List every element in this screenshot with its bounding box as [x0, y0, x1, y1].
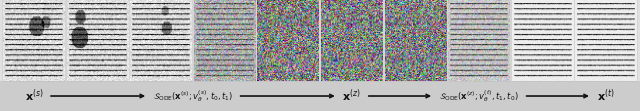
- Bar: [511, 0, 573, 81]
- Bar: [575, 0, 637, 81]
- Bar: [385, 0, 446, 81]
- Text: $\mathbf{x}^{(t)}$: $\mathbf{x}^{(t)}$: [597, 88, 615, 104]
- Bar: [194, 0, 255, 81]
- Bar: [257, 0, 319, 81]
- Bar: [131, 0, 192, 81]
- Bar: [67, 0, 129, 81]
- Bar: [448, 0, 509, 81]
- Bar: [321, 0, 383, 81]
- Text: $\mathbf{x}^{(z)}$: $\mathbf{x}^{(z)}$: [342, 88, 361, 104]
- Text: $\mathcal{S}_{\mathrm{ODE}}(\mathbf{x}^{(z)}; v^{(t)}_{\theta}, t_1, t_0)$: $\mathcal{S}_{\mathrm{ODE}}(\mathbf{x}^{…: [439, 88, 519, 104]
- Text: $\mathbf{x}^{(s)}$: $\mathbf{x}^{(s)}$: [25, 88, 44, 104]
- Text: $\mathcal{S}_{\mathrm{ODE}}(\mathbf{x}^{(s)}; v^{(s)}_{\theta}, t_0, t_1)$: $\mathcal{S}_{\mathrm{ODE}}(\mathbf{x}^{…: [153, 88, 233, 104]
- Bar: [3, 0, 65, 81]
- Bar: [0, 81, 640, 111]
